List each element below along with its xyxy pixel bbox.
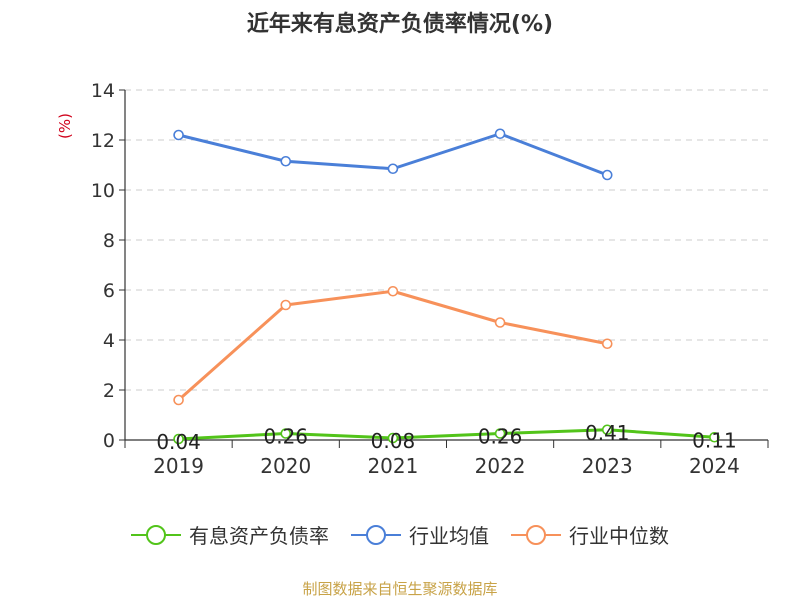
data-label: 0.41 bbox=[585, 421, 630, 445]
x-tick-label: 2021 bbox=[367, 454, 418, 478]
data-point bbox=[173, 129, 184, 141]
legend-label: 行业中位数 bbox=[569, 524, 669, 548]
data-point bbox=[709, 431, 720, 443]
data-point bbox=[387, 285, 399, 297]
data-point bbox=[280, 428, 292, 439]
y-tick-label: 14 bbox=[91, 80, 115, 102]
legend-swatch bbox=[511, 524, 561, 545]
y-tick-label: 12 bbox=[91, 130, 115, 152]
data-label: 0.26 bbox=[263, 425, 308, 449]
y-tick-label: 2 bbox=[103, 380, 115, 402]
legend: 有息资产负债率 行业均值 行业中位数 bbox=[0, 520, 800, 549]
data-label: 0.04 bbox=[156, 430, 201, 454]
y-tick-label: 6 bbox=[103, 280, 115, 302]
y-tick-label: 8 bbox=[103, 230, 115, 252]
source-note: 制图数据来自恒生聚源数据库 bbox=[302, 580, 498, 598]
legend-swatch-marker bbox=[366, 524, 386, 545]
x-tick-label: 2020 bbox=[260, 454, 311, 478]
data-point bbox=[494, 317, 506, 328]
data-label: 0.11 bbox=[692, 428, 737, 452]
legend-swatch bbox=[131, 524, 181, 545]
x-tick-label: 2023 bbox=[582, 454, 633, 478]
y-tick-label: 4 bbox=[103, 330, 115, 352]
data-label: 0.08 bbox=[371, 429, 416, 453]
series-line-1 bbox=[178, 428, 715, 441]
data-point bbox=[387, 432, 399, 444]
legend-swatch bbox=[351, 524, 401, 545]
chart-title: 近年来有息资产负债率情况(%) bbox=[246, 12, 554, 37]
data-point bbox=[280, 299, 292, 311]
legend-swatch-marker bbox=[526, 524, 546, 545]
x-tick-label: 2024 bbox=[689, 454, 740, 478]
data-point bbox=[173, 394, 184, 406]
data-point bbox=[173, 433, 184, 445]
legend-item[interactable]: 行业中位数 bbox=[511, 520, 669, 549]
y-tick-label: 0 bbox=[103, 430, 115, 452]
data-point bbox=[494, 428, 506, 439]
data-label: 0.26 bbox=[478, 425, 523, 449]
series-line-3 bbox=[177, 289, 608, 402]
legend-item[interactable]: 行业均值 bbox=[351, 520, 489, 549]
legend-label: 有息资产负债率 bbox=[189, 524, 329, 548]
data-point bbox=[601, 424, 613, 436]
data-point bbox=[601, 338, 613, 350]
x-tick-label: 2022 bbox=[475, 454, 526, 478]
data-point bbox=[280, 155, 292, 167]
data-point bbox=[387, 163, 399, 175]
legend-item[interactable]: 有息资产负债率 bbox=[131, 520, 329, 549]
data-point bbox=[601, 169, 613, 181]
x-tick-label: 2019 bbox=[153, 454, 204, 478]
legend-swatch-marker bbox=[146, 524, 166, 545]
legend-label: 行业均值 bbox=[409, 524, 489, 548]
data-point bbox=[494, 128, 506, 140]
y-tick-label: 10 bbox=[91, 180, 115, 202]
y-axis-unit-label: (%) bbox=[56, 113, 74, 139]
